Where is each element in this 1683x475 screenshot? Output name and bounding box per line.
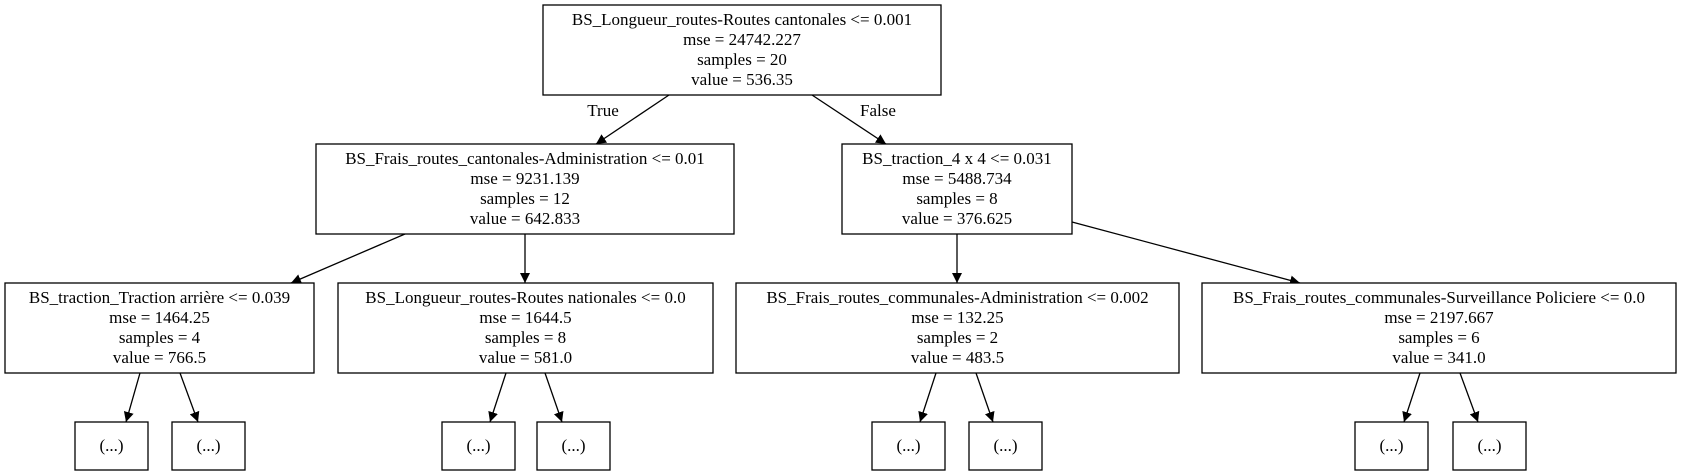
tree-leaf-l4: (...): [536, 421, 611, 471]
node-stat-line: value = 642.833: [470, 209, 580, 228]
node-stat-line: mse = 1644.5: [479, 308, 571, 327]
node-stat-line: value = 766.5: [113, 348, 206, 367]
node-box: [74, 421, 149, 471]
node-box: [1201, 282, 1677, 374]
edge-arrow: [544, 372, 564, 423]
edge-n4-l3: [488, 372, 507, 423]
tree-leaf-l6: (...): [968, 421, 1043, 471]
node-split-condition: BS_Frais_routes_communales-Administratio…: [766, 288, 1148, 307]
edge-arrow: [290, 233, 406, 284]
edge-arrow: [811, 94, 887, 145]
node-stat-line: value = 536.35: [691, 70, 793, 89]
node-stat-line: mse = 9231.139: [470, 169, 579, 188]
node-stat-line: samples = 12: [480, 189, 570, 208]
node-box: [441, 421, 516, 471]
edge-arrow: [1459, 372, 1480, 423]
node-box: [735, 282, 1180, 374]
tree-leaf-l2: (...): [171, 421, 246, 471]
tree-leaf-l7: (...): [1354, 421, 1429, 471]
tree-leaf-l1: (...): [74, 421, 149, 471]
edge-n1-n3: [290, 233, 406, 284]
tree-node-n0: BS_Longueur_routes-Routes cantonales <= …: [542, 4, 942, 96]
node-stat-line: (...): [993, 436, 1017, 455]
node-stat-line: value = 581.0: [479, 348, 572, 367]
edge-n6-l7: [1402, 372, 1421, 423]
node-stat-line: value = 376.625: [902, 209, 1012, 228]
edge-label-true: True: [587, 101, 619, 120]
edge-arrow: [1071, 221, 1301, 286]
node-stat-line: (...): [466, 436, 490, 455]
edge-arrow: [179, 372, 200, 423]
edge-n3-l2: [179, 372, 200, 423]
node-stat-line: value = 341.0: [1392, 348, 1485, 367]
edge-n3-l1: [123, 372, 141, 423]
node-stat-line: (...): [1379, 436, 1403, 455]
node-box: [315, 143, 735, 235]
node-stat-line: samples = 8: [916, 189, 997, 208]
node-split-condition: BS_Longueur_routes-Routes cantonales <= …: [572, 10, 912, 29]
node-split-condition: BS_Longueur_routes-Routes nationales <= …: [365, 288, 685, 307]
node-split-condition: BS_traction_Traction arrière <= 0.039: [29, 288, 290, 307]
tree-node-n6: BS_Frais_routes_communales-Surveillance …: [1201, 282, 1677, 374]
node-box: [536, 421, 611, 471]
tree-nodes: BS_Longueur_routes-Routes cantonales <= …: [4, 4, 1677, 471]
node-stat-line: (...): [99, 436, 123, 455]
node-stat-line: samples = 4: [119, 328, 201, 347]
node-stat-line: samples = 8: [485, 328, 566, 347]
node-stat-line: (...): [561, 436, 585, 455]
node-stat-line: mse = 1464.25: [109, 308, 210, 327]
node-stat-line: samples = 20: [697, 50, 787, 69]
node-stat-line: value = 483.5: [911, 348, 1004, 367]
node-split-condition: BS_traction_4 x 4 <= 0.031: [862, 149, 1052, 168]
edge-n0-n1: True: [587, 94, 670, 145]
node-stat-line: samples = 2: [917, 328, 998, 347]
tree-leaf-l3: (...): [441, 421, 516, 471]
node-split-condition: BS_Frais_routes_cantonales-Administratio…: [345, 149, 705, 168]
edge-n4-l4: [544, 372, 564, 423]
node-box: [4, 282, 315, 374]
node-stat-line: mse = 132.25: [911, 308, 1003, 327]
node-stat-line: mse = 24742.227: [683, 30, 801, 49]
node-stat-line: (...): [896, 436, 920, 455]
tree-node-n4: BS_Longueur_routes-Routes nationales <= …: [337, 282, 714, 374]
edge-n0-n2: False: [811, 94, 896, 145]
node-split-condition: BS_Frais_routes_communales-Surveillance …: [1233, 288, 1645, 307]
node-stat-line: mse = 5488.734: [902, 169, 1012, 188]
node-box: [337, 282, 714, 374]
edge-arrow: [488, 372, 507, 423]
node-stat-line: samples = 6: [1398, 328, 1479, 347]
edge-n5-l6: [975, 372, 995, 423]
edge-n2-n6: [1071, 221, 1301, 286]
node-box: [841, 143, 1073, 235]
edge-arrow: [123, 372, 141, 423]
tree-node-n5: BS_Frais_routes_communales-Administratio…: [735, 282, 1180, 374]
tree-leaf-l8: (...): [1452, 421, 1527, 471]
edge-n6-l8: [1459, 372, 1480, 423]
node-box: [968, 421, 1043, 471]
edge-arrow: [595, 94, 670, 145]
edge-arrow: [1402, 372, 1421, 423]
edge-n5-l5: [918, 372, 937, 423]
tree-node-n3: BS_traction_Traction arrière <= 0.039mse…: [4, 282, 315, 374]
tree-leaf-l5: (...): [871, 421, 946, 471]
node-box: [171, 421, 246, 471]
node-stat-line: (...): [196, 436, 220, 455]
edge-arrow: [918, 372, 937, 423]
node-stat-line: (...): [1477, 436, 1501, 455]
node-box: [871, 421, 946, 471]
node-box: [542, 4, 942, 96]
node-box: [1354, 421, 1429, 471]
edge-arrow: [975, 372, 995, 423]
tree-edges: True False: [123, 94, 1480, 423]
node-stat-line: mse = 2197.667: [1384, 308, 1494, 327]
node-box: [1452, 421, 1527, 471]
tree-node-n1: BS_Frais_routes_cantonales-Administratio…: [315, 143, 735, 235]
edge-label-false: False: [860, 101, 896, 120]
